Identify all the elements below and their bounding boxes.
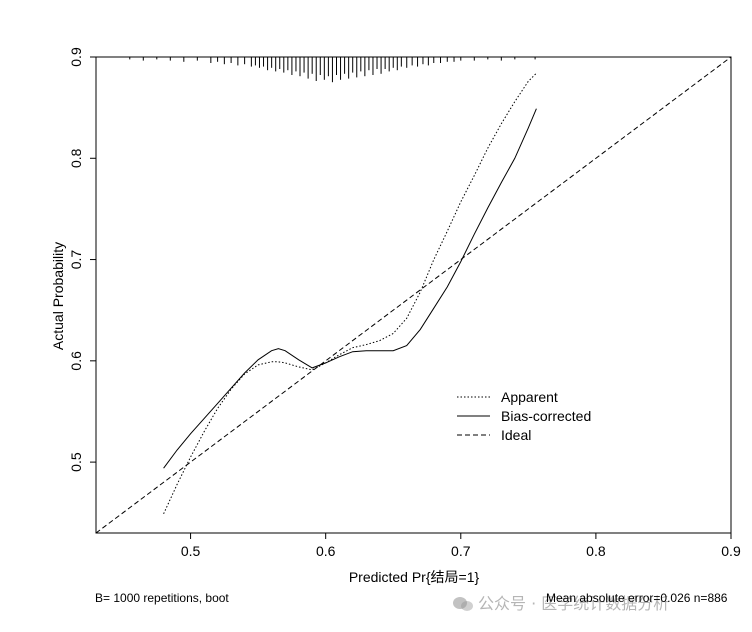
series-line-apparent (163, 72, 537, 515)
legend-label-apparent: Apparent (501, 389, 558, 405)
watermark-text: 公众号 · 医学统计数据分析 (478, 594, 670, 613)
y-tick-label-0: 0.5 (68, 452, 84, 472)
x-tick-label-2: 0.7 (451, 543, 471, 559)
legend-label-bias-corrected: Bias-corrected (501, 408, 591, 424)
wechat-logo-icon (453, 597, 473, 611)
y-tick-label-4: 0.9 (68, 47, 84, 67)
footer-repetitions-note: B= 1000 repetitions, boot (95, 591, 229, 605)
legend: Apparent Bias-corrected Ideal (457, 389, 591, 443)
x-tick-label-3: 0.8 (586, 543, 606, 559)
x-tick-label-4: 0.9 (721, 543, 741, 559)
y-tick-label-2: 0.7 (68, 250, 84, 270)
y-axis-label: Actual Probability (50, 242, 66, 350)
y-tick-label-3: 0.8 (68, 148, 84, 168)
plot-area (95, 56, 732, 534)
rug-marks (129, 57, 536, 83)
series-line-bias-corrected (163, 108, 537, 469)
series-line-ideal (95, 56, 732, 534)
x-tick-label-0: 0.5 (181, 543, 201, 559)
legend-label-ideal: Ideal (501, 427, 531, 443)
plot-frame (95, 56, 732, 534)
footer-mean-absolute-error: Mean absolute error=0.026 n=886 (546, 591, 728, 605)
x-tick-label-1: 0.6 (316, 543, 336, 559)
y-tick-label-1: 0.6 (68, 351, 84, 371)
watermark: 公众号 · 医学统计数据分析 (452, 590, 669, 614)
x-axis-label: Predicted Pr{结局=1} (349, 569, 480, 585)
axes: 0.5 0.6 0.7 0.8 0.9 0.5 0.6 0.7 0.8 0.9 (68, 47, 741, 559)
